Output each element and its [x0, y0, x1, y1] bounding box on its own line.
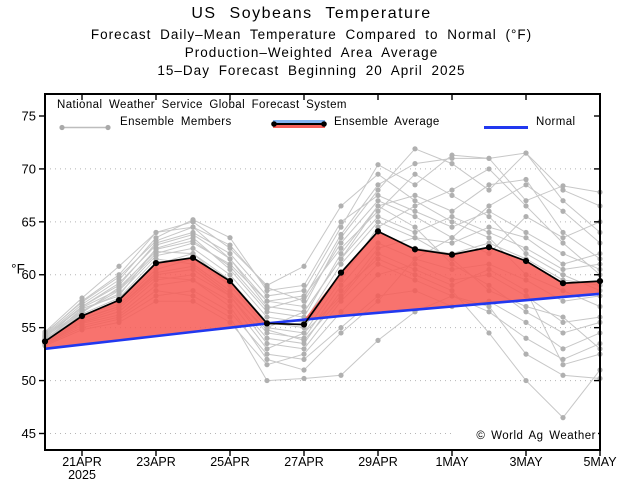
- chart-subtitle-2: Production–Weighted Area Average: [184, 45, 439, 60]
- copyright-stamp: © World Ag Weather: [452, 429, 598, 443]
- normal-line: [44, 292, 601, 351]
- chart-subtitle-1: Forecast Daily–Mean Temperature Compared…: [90, 27, 533, 42]
- legend-normal-label: Normal: [536, 116, 576, 128]
- svg-text:1MAY: 1MAY: [435, 455, 469, 469]
- svg-text:75: 75: [22, 109, 36, 124]
- svg-text:5MAY: 5MAY: [583, 455, 617, 469]
- svg-text:65: 65: [22, 214, 36, 229]
- svg-text:27APR: 27APR: [284, 455, 324, 469]
- svg-text:3MAY: 3MAY: [509, 455, 543, 469]
- above-normal-fill: [45, 231, 600, 349]
- svg-text:29APR: 29APR: [358, 455, 398, 469]
- ensemble-members-swatch-icon: [58, 119, 112, 137]
- svg-text:25APR: 25APR: [210, 455, 250, 469]
- y-axis-label: °F: [11, 261, 25, 276]
- ensemble-average-line: [41, 228, 604, 345]
- legend-average-label: Ensemble Average: [334, 116, 440, 128]
- svg-text:45: 45: [22, 426, 36, 441]
- svg-text:55: 55: [22, 320, 36, 335]
- normal-swatch-icon: [482, 119, 530, 137]
- svg-text:21APR: 21APR: [62, 455, 102, 469]
- svg-text:2025: 2025: [68, 468, 96, 481]
- svg-text:50: 50: [22, 373, 36, 388]
- legend-source-label: National Weather Service Global Forecast…: [57, 99, 347, 111]
- legend-members-label: Ensemble Members: [120, 116, 232, 128]
- ensemble-average-swatch-icon: [270, 117, 328, 135]
- svg-text:60: 60: [22, 267, 36, 282]
- page-title: US Soybeans Temperature: [191, 5, 432, 22]
- svg-text:70: 70: [22, 161, 36, 176]
- chart-subtitle-3: 15–Day Forecast Beginning 20 April 2025: [157, 63, 466, 78]
- svg-text:23APR: 23APR: [136, 455, 176, 469]
